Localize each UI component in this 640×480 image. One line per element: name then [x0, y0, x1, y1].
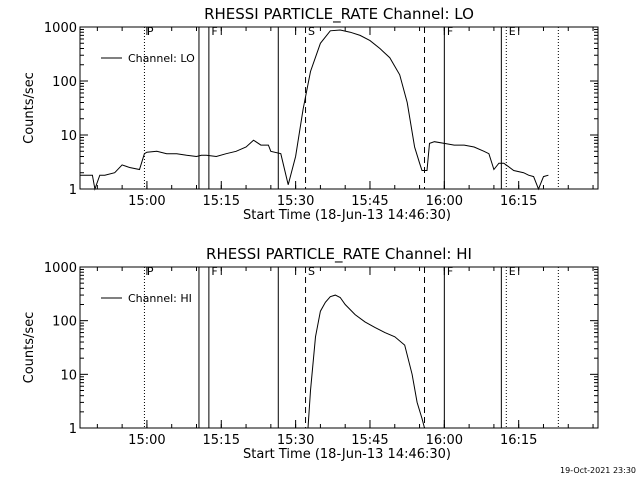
footer-timestamp: 19-Oct-2021 23:30: [560, 466, 636, 475]
event-marker-label: E: [509, 25, 516, 38]
x-tick-label: 15:00: [128, 194, 165, 209]
y-tick-label: 1000: [44, 21, 77, 36]
y-tick-label: 1: [69, 422, 77, 437]
x-tick-label: 16:15: [500, 194, 537, 209]
plot-frame: [79, 266, 599, 429]
y-tick-label: 10: [60, 129, 77, 144]
chart-title: RHESSI PARTICLE_RATE Channel: HI: [206, 245, 472, 264]
event-marker-label: S: [308, 265, 315, 278]
x-tick-label: 15:30: [277, 433, 314, 448]
event-marker-label: F: [447, 25, 453, 38]
x-tick-label: 16:15: [500, 433, 537, 448]
event-marker-label: E: [509, 265, 516, 278]
x-tick-label: 15:30: [277, 194, 314, 209]
series-line: [307, 294, 425, 429]
event-marker-label: F: [211, 25, 217, 38]
series-line: [80, 29, 549, 191]
event-marker-label: F: [211, 265, 217, 278]
x-tick-label: 15:15: [203, 433, 240, 448]
x-tick-label: 15:45: [351, 433, 388, 448]
plot-frame: [79, 26, 599, 190]
event-marker-label: P: [147, 265, 154, 278]
x-axis-label: Start Time (18-Jun-13 14:46:30): [243, 208, 451, 223]
y-tick-label: 10: [60, 368, 77, 383]
x-tick-label: 15:45: [351, 194, 388, 209]
legend-label: Channel: LO: [128, 52, 195, 65]
y-axis-label: Counts/sec: [22, 72, 37, 144]
y-tick-label: 1000: [44, 261, 77, 276]
y-tick-label: 100: [52, 75, 77, 90]
x-tick-label: 16:00: [426, 433, 463, 448]
chart-title: RHESSI PARTICLE_RATE Channel: LO: [204, 5, 474, 24]
x-tick-label: 15:15: [203, 194, 240, 209]
x-tick-label: 15:00: [128, 433, 165, 448]
x-tick-label: 16:00: [426, 194, 463, 209]
event-marker-label: S: [308, 25, 315, 38]
y-tick-label: 1: [69, 183, 77, 198]
legend-label: Channel: HI: [128, 292, 192, 305]
y-tick-label: 100: [52, 315, 77, 330]
x-axis-label: Start Time (18-Jun-13 14:46:30): [243, 447, 451, 462]
event-marker-label: P: [147, 25, 154, 38]
event-marker-label: F: [447, 265, 453, 278]
y-axis-label: Counts/sec: [22, 312, 37, 384]
